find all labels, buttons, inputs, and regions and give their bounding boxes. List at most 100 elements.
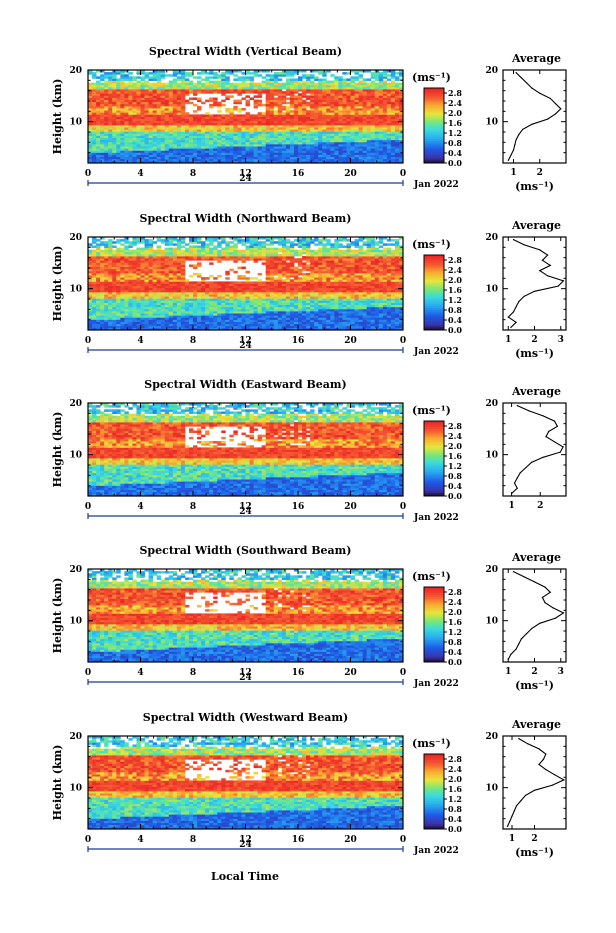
heatmap-cell	[351, 76, 355, 79]
profile-point	[526, 82, 527, 83]
heatmap-cell	[278, 72, 282, 75]
heatmap-cell	[153, 83, 157, 86]
heatmap-cell	[221, 104, 225, 107]
heatmap-cell	[189, 81, 193, 84]
colorbar-unit: (ms⁻¹)	[412, 71, 451, 84]
heatmap-cell	[359, 81, 363, 84]
heatmap-cell	[92, 83, 96, 86]
heatmap-cell	[346, 78, 350, 81]
heatmap-cell	[132, 76, 136, 79]
heatmap-cell	[278, 78, 282, 81]
heatmap-cell	[124, 83, 128, 86]
heatmap-cell	[233, 114, 237, 117]
heatmap-cell	[395, 76, 399, 79]
y-axis-label: Height (km)	[51, 79, 64, 155]
heatmap-cell	[391, 81, 395, 84]
heatmap-cell	[237, 76, 241, 79]
heatmap-cell	[298, 76, 302, 79]
heatmap-cell	[169, 81, 173, 84]
date-marker: 24	[239, 174, 252, 184]
heatmap-cell	[149, 72, 153, 75]
heatmap-cell	[262, 81, 266, 84]
heatmap-cell	[104, 81, 108, 84]
heatmap-cell	[237, 114, 241, 117]
heatmap-cell	[286, 106, 290, 109]
heatmap-cell	[92, 72, 96, 75]
profile-point	[560, 108, 561, 109]
heatmap-cell	[209, 104, 213, 107]
heatmap-cell	[229, 95, 233, 98]
heatmap-cell	[136, 76, 140, 79]
profile-title: Average	[511, 52, 561, 65]
heatmap-cell	[177, 76, 181, 79]
heatmap-cell	[185, 72, 189, 75]
heatmap-cell	[246, 112, 250, 115]
heatmap-cell	[371, 81, 375, 84]
heatmap-cell	[266, 78, 270, 81]
profile-point	[550, 98, 551, 99]
heatmap-cell	[104, 72, 108, 75]
heatmap-cell	[225, 114, 229, 117]
heatmap-cell	[359, 74, 363, 77]
profile-x-tick-label: 2	[537, 168, 543, 178]
profile-point	[547, 119, 548, 120]
heatmap-cell	[116, 78, 120, 81]
colorbar	[424, 88, 444, 163]
profile-point	[531, 88, 532, 89]
profile-point	[539, 93, 540, 94]
heatmap-cell	[306, 95, 310, 98]
heatmap-cell	[246, 100, 250, 103]
heatmap-cell	[241, 114, 245, 117]
heatmap-cell	[100, 74, 104, 77]
heatmap-cell	[237, 100, 241, 103]
heatmap-cell	[173, 78, 177, 81]
profile-point	[531, 124, 532, 125]
x-tick-label: 16	[292, 169, 305, 179]
heatmap-cell	[241, 97, 245, 100]
heatmap-cell	[330, 74, 334, 77]
heatmap-cell	[290, 110, 294, 113]
heatmap-cell	[128, 72, 132, 75]
heatmap-cell	[165, 74, 169, 77]
heatmap-cell	[233, 100, 237, 103]
heatmap-cell	[201, 78, 205, 81]
heatmap-cell	[213, 81, 217, 84]
heatmap-cell	[201, 83, 205, 86]
heatmap-cell	[197, 97, 201, 100]
heatmap-cell	[217, 110, 221, 113]
heatmap-cell	[205, 100, 209, 103]
heatmap-cell	[193, 76, 197, 79]
heatmap-cell	[258, 83, 262, 86]
y-tick-label: 10	[69, 118, 82, 128]
heatmap-cell	[375, 83, 379, 86]
profile-point	[555, 103, 556, 104]
heatmap-cell	[258, 100, 262, 103]
heatmap-cell	[217, 74, 221, 77]
heatmap-cell	[201, 102, 205, 105]
profile-point	[516, 139, 517, 140]
heatmap-cell	[282, 91, 286, 94]
y-tick-label: 20	[69, 66, 82, 76]
heatmap-cell	[161, 83, 165, 86]
profile-point	[514, 144, 515, 145]
heatmap-cell	[290, 78, 294, 81]
heatmap-cell	[193, 104, 197, 107]
heatmap-cell	[278, 83, 282, 86]
heatmap-cell	[262, 112, 266, 115]
colorbar-tick-label: 1.2	[448, 128, 462, 138]
heatmap-cell	[314, 83, 318, 86]
heatmap-cell	[100, 83, 104, 86]
colorbar-tick-label: 0.4	[448, 148, 462, 158]
heatmap-cell	[145, 81, 149, 84]
profile-point	[518, 134, 519, 135]
heatmap-cell	[387, 78, 391, 81]
heatmap-cell	[294, 78, 298, 81]
heatmap-cell	[149, 83, 153, 86]
heatmap-cell	[205, 76, 209, 79]
heatmap-cell	[330, 81, 334, 84]
heatmap-cell	[379, 72, 383, 75]
heatmap-cell	[306, 102, 310, 105]
heatmap-cell	[221, 72, 225, 75]
heatmap-cell	[338, 76, 342, 79]
